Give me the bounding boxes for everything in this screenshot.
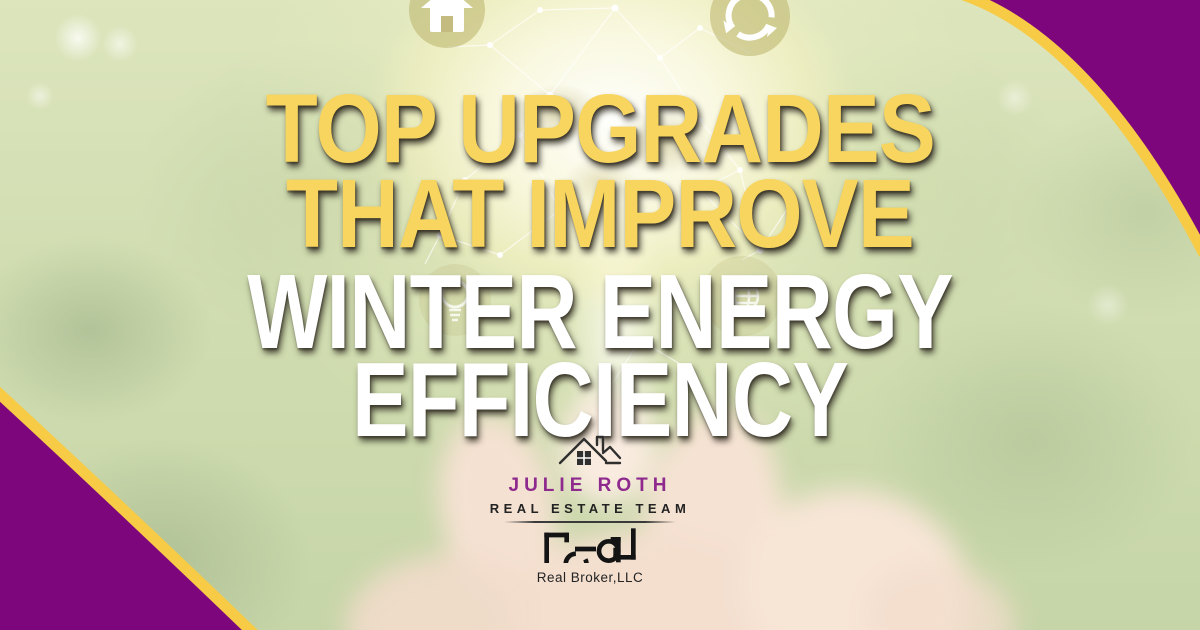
team-name: JULIE ROTH bbox=[508, 475, 672, 496]
logo-divider bbox=[504, 521, 676, 523]
headline-line-3: WINTER ENERGY bbox=[247, 253, 954, 371]
bulb-icon bbox=[419, 264, 491, 336]
headline-line-4: EFFICIENCY bbox=[351, 341, 849, 459]
real-brokerage-logo: real bbox=[540, 527, 640, 577]
headline-line-2: THAT IMPROVE bbox=[285, 159, 915, 268]
headline: TOP UPGRADES THAT IMPROVE WINTER ENERGY … bbox=[0, 74, 1200, 459]
brokerage-name: Real Broker,LLC bbox=[536, 570, 644, 585]
team-subtitle: REAL ESTATE TEAM bbox=[489, 501, 691, 516]
headline-line-1: TOP UPGRADES bbox=[265, 74, 935, 183]
globe-icon bbox=[702, 256, 782, 336]
house-icon bbox=[409, 0, 485, 48]
roof-icon bbox=[558, 435, 622, 465]
eco-network-overlay bbox=[409, 0, 793, 398]
brand-block: JULIE ROTH REAL ESTATE TEAM real Real Br… bbox=[470, 432, 710, 585]
real-logo-glyphs bbox=[544, 528, 636, 577]
recycle-icon bbox=[710, 0, 790, 56]
